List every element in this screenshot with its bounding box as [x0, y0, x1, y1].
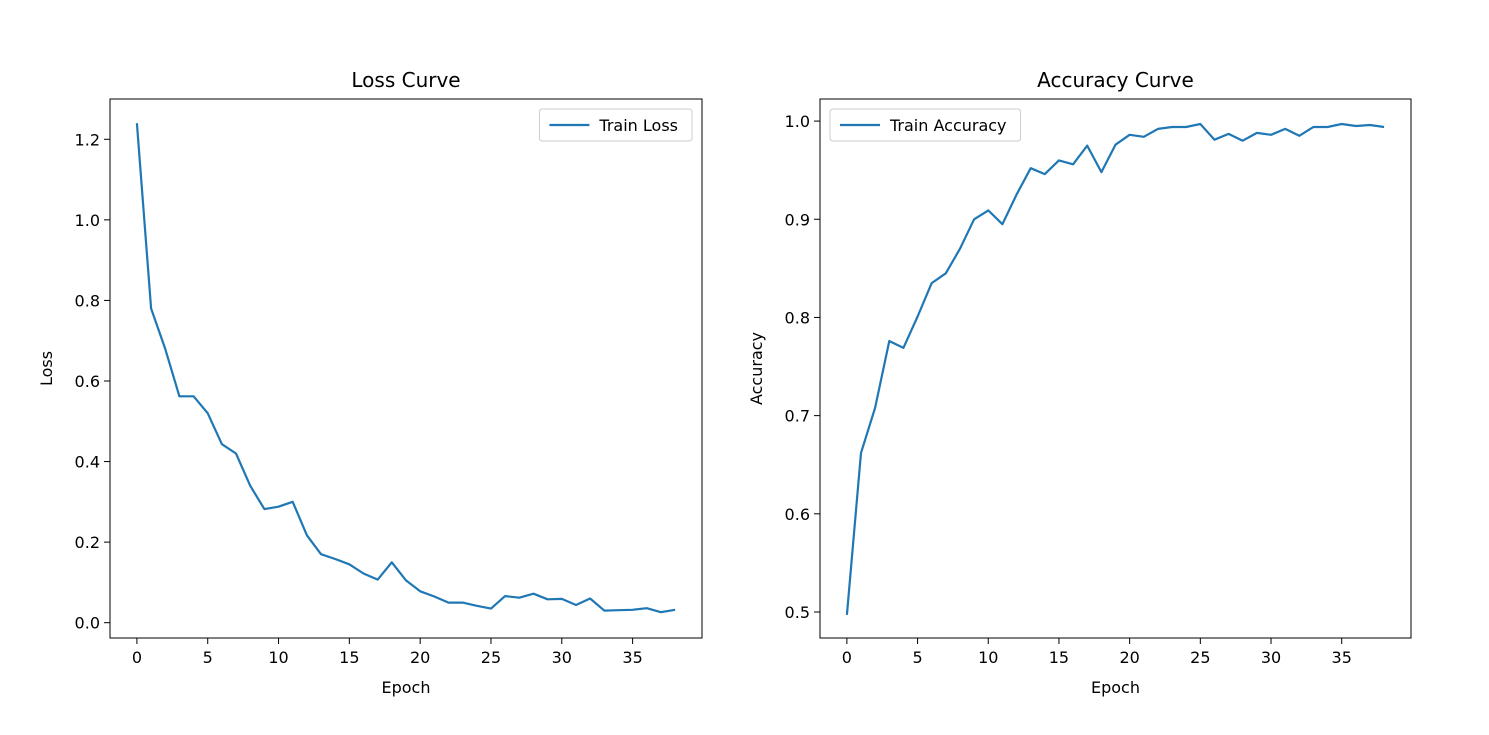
y-tick-label: 0.6 — [785, 505, 810, 524]
chart-title: Accuracy Curve — [1037, 68, 1194, 92]
x-tick-label: 20 — [410, 648, 430, 667]
y-axis-label: Accuracy — [747, 332, 766, 405]
y-tick-label: 0.5 — [785, 603, 810, 622]
axes-frame — [109, 98, 703, 639]
y-tick-label: 0.6 — [75, 372, 100, 391]
y-tick-label: 1.0 — [75, 211, 100, 230]
y-tick-label: 0.7 — [785, 407, 810, 426]
legend-label: Train Accuracy — [889, 116, 1007, 135]
y-tick-label: 0.9 — [785, 210, 810, 229]
y-axis-label: Loss — [37, 351, 56, 386]
x-tick-label: 35 — [1332, 648, 1352, 667]
x-tick-label: 0 — [132, 648, 142, 667]
x-tick-label: 35 — [622, 648, 642, 667]
x-tick-label: 15 — [1049, 648, 1069, 667]
x-tick-label: 5 — [203, 648, 213, 667]
chart-title: Loss Curve — [351, 68, 460, 92]
legend: Train Loss — [538, 108, 693, 142]
y-tick-label: 0.4 — [75, 453, 100, 472]
y-tick-label: 0.8 — [785, 308, 810, 327]
legend-label: Train Loss — [598, 116, 678, 135]
x-tick-label: 25 — [481, 648, 501, 667]
axes-frame — [819, 98, 1412, 639]
series-line-train-accuracy — [845, 122, 1385, 615]
y-tick-label: 0.8 — [75, 291, 100, 310]
y-tick-label: 0.0 — [75, 614, 100, 633]
y-tick-label: 1.2 — [75, 130, 100, 149]
x-tick-label: 15 — [339, 648, 359, 667]
legend: Train Accuracy — [829, 108, 1022, 142]
loss-chart: Loss Curve 0 5 10 15 20 25 30 35 0.0 0.2 0.4 0.6 0.8 1… — [37, 68, 703, 697]
accuracy-chart: Accuracy Curve 0 5 10 15 20 25 30 35 0.5 0.6 0.7 0.8… — [747, 68, 1412, 697]
x-tick-label: 10 — [268, 648, 288, 667]
x-tick-label: 30 — [1261, 648, 1281, 667]
x-tick-label: 5 — [912, 648, 922, 667]
y-tick-label: 0.2 — [75, 533, 100, 552]
y-tick-label: 1.0 — [785, 112, 810, 131]
x-tick-label: 0 — [842, 648, 852, 667]
x-axis-label: Epoch — [382, 678, 431, 697]
x-tick-label: 10 — [978, 648, 998, 667]
x-axis-label: Epoch — [1091, 678, 1140, 697]
legend-box — [829, 108, 1022, 142]
series-line-train-loss — [135, 123, 676, 614]
x-tick-label: 25 — [1190, 648, 1210, 667]
legend-box — [538, 108, 693, 142]
x-tick-label: 20 — [1119, 648, 1139, 667]
x-tick-label: 30 — [552, 648, 572, 667]
